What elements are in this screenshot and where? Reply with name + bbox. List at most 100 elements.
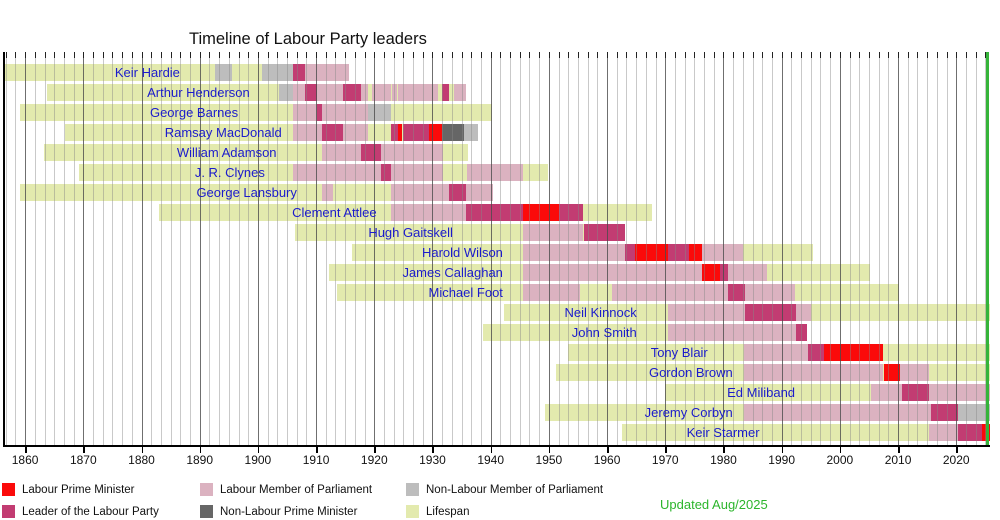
minor-gridline	[558, 52, 560, 445]
axis-top-tick	[306, 52, 308, 58]
labour_pm-bar-segment	[982, 424, 990, 441]
axis-top-tick	[849, 52, 851, 58]
axis-top-tick	[422, 52, 424, 58]
minor-gridline	[704, 52, 706, 445]
minor-gridline	[287, 52, 288, 445]
axis-top-tick	[209, 52, 211, 58]
axis-top-tick	[859, 52, 861, 58]
major-gridline	[665, 52, 667, 445]
legend-label: Non-Labour Prime Minister	[220, 505, 358, 518]
leader-label: Hugh Gaitskell	[368, 225, 453, 240]
nonlabour_mp-bar-segment	[262, 64, 294, 81]
leader-bar-segment	[305, 84, 317, 101]
axis-top-tick	[480, 52, 482, 58]
minor-gridline	[422, 52, 424, 445]
axis-tick-label: 1880	[128, 453, 155, 467]
labour_mp-bar-segment	[392, 84, 398, 101]
leader-bar-segment	[559, 204, 584, 221]
leader-bar-segment	[808, 344, 825, 361]
axis-top-tick	[160, 52, 162, 58]
labour_mp-bar-segment	[390, 184, 449, 201]
major-gridline	[490, 52, 492, 445]
minor-gridline	[849, 52, 851, 445]
labour_mp-bar-segment	[743, 404, 932, 421]
axis-top-tick	[936, 52, 938, 58]
legend-swatch-labour_pm	[2, 483, 15, 496]
minor-gridline	[820, 52, 822, 445]
axis-top-tick	[277, 52, 279, 58]
axis-top-tick	[771, 52, 773, 58]
labour_mp-bar-segment	[304, 64, 350, 81]
axis-top-tick	[607, 52, 609, 58]
leader-label: Clement Attlee	[292, 205, 377, 220]
leader-bar-segment	[380, 164, 391, 181]
leader-bar-segment	[931, 404, 958, 421]
minor-gridline	[296, 52, 298, 445]
axis-tick	[956, 445, 958, 453]
major-gridline	[432, 52, 434, 445]
axis-top-tick	[500, 52, 502, 58]
axis-top-tick	[112, 52, 114, 58]
axis-top-tick	[558, 52, 560, 58]
axis-tick	[548, 445, 551, 453]
minor-gridline	[170, 52, 172, 445]
minor-gridline	[267, 52, 269, 445]
nonlabour_mp-bar-segment	[367, 104, 391, 121]
minor-gridline	[63, 52, 65, 445]
labour_mp-bar-segment	[293, 164, 381, 181]
labour_mp-bar-segment	[342, 124, 369, 141]
axis-top-tick	[888, 52, 890, 58]
axis-top-tick	[801, 52, 803, 58]
minor-gridline	[510, 52, 512, 445]
leader-label: Jeremy Corbyn	[644, 405, 733, 420]
axis-tick	[898, 445, 900, 453]
minor-gridline	[917, 52, 919, 445]
minor-gridline	[859, 52, 861, 445]
axis-top-tick	[723, 52, 725, 58]
minor-gridline	[364, 52, 366, 445]
axis-top-tick	[354, 52, 356, 58]
axis-top-tick	[93, 52, 94, 58]
minor-gridline	[122, 52, 124, 445]
axis-top-tick	[820, 52, 822, 58]
nonlabour_mp-bar-segment	[464, 124, 479, 141]
axis-top-tick	[791, 52, 793, 58]
legend-label: Labour Prime Minister	[22, 483, 135, 496]
axis-tick	[839, 445, 842, 453]
axis-top-tick	[151, 52, 153, 58]
labour_mp-bar-segment	[466, 184, 493, 201]
axis-tick-label: 1910	[302, 453, 330, 467]
leader-bar-segment	[625, 244, 635, 261]
minor-gridline	[34, 52, 36, 445]
labour_mp-bar-segment	[321, 144, 362, 161]
axis-top-tick	[694, 52, 696, 58]
axis-top-tick	[383, 52, 385, 58]
legend-item: Labour Member of Parliament	[200, 483, 372, 496]
legend-label: Leader of the Labour Party	[22, 505, 159, 518]
legend-swatch-leader	[2, 505, 15, 518]
axis-tick-label: 1870	[69, 453, 97, 467]
leader-bar-segment	[390, 124, 398, 141]
axis-top-tick	[830, 52, 832, 58]
minor-gridline	[209, 52, 211, 445]
legend-label: Non-Labour Member of Parliament	[426, 483, 604, 496]
labour_mp-bar-segment	[293, 104, 317, 121]
legend-swatch-nonlabour_mp	[406, 483, 419, 496]
leader-bar-segment	[402, 124, 429, 141]
axis-top-tick	[665, 52, 667, 58]
axis-top-tick	[510, 52, 512, 58]
axis-top-tick	[839, 52, 841, 58]
legend-item: Leader of the Labour Party	[2, 505, 159, 518]
minor-gridline	[277, 52, 279, 445]
minor-gridline	[810, 52, 812, 445]
axis-top-tick	[752, 52, 754, 58]
labour_mp-bar-segment	[321, 184, 333, 201]
minor-gridline	[335, 52, 337, 445]
minor-gridline	[345, 52, 347, 445]
axis-top-tick	[539, 52, 541, 58]
axis-top-tick	[432, 52, 434, 58]
labour_pm-bar-segment	[701, 264, 720, 281]
axis-top-tick	[345, 52, 347, 58]
axis-top-tick	[257, 52, 259, 58]
axis-top-tick	[54, 52, 56, 58]
